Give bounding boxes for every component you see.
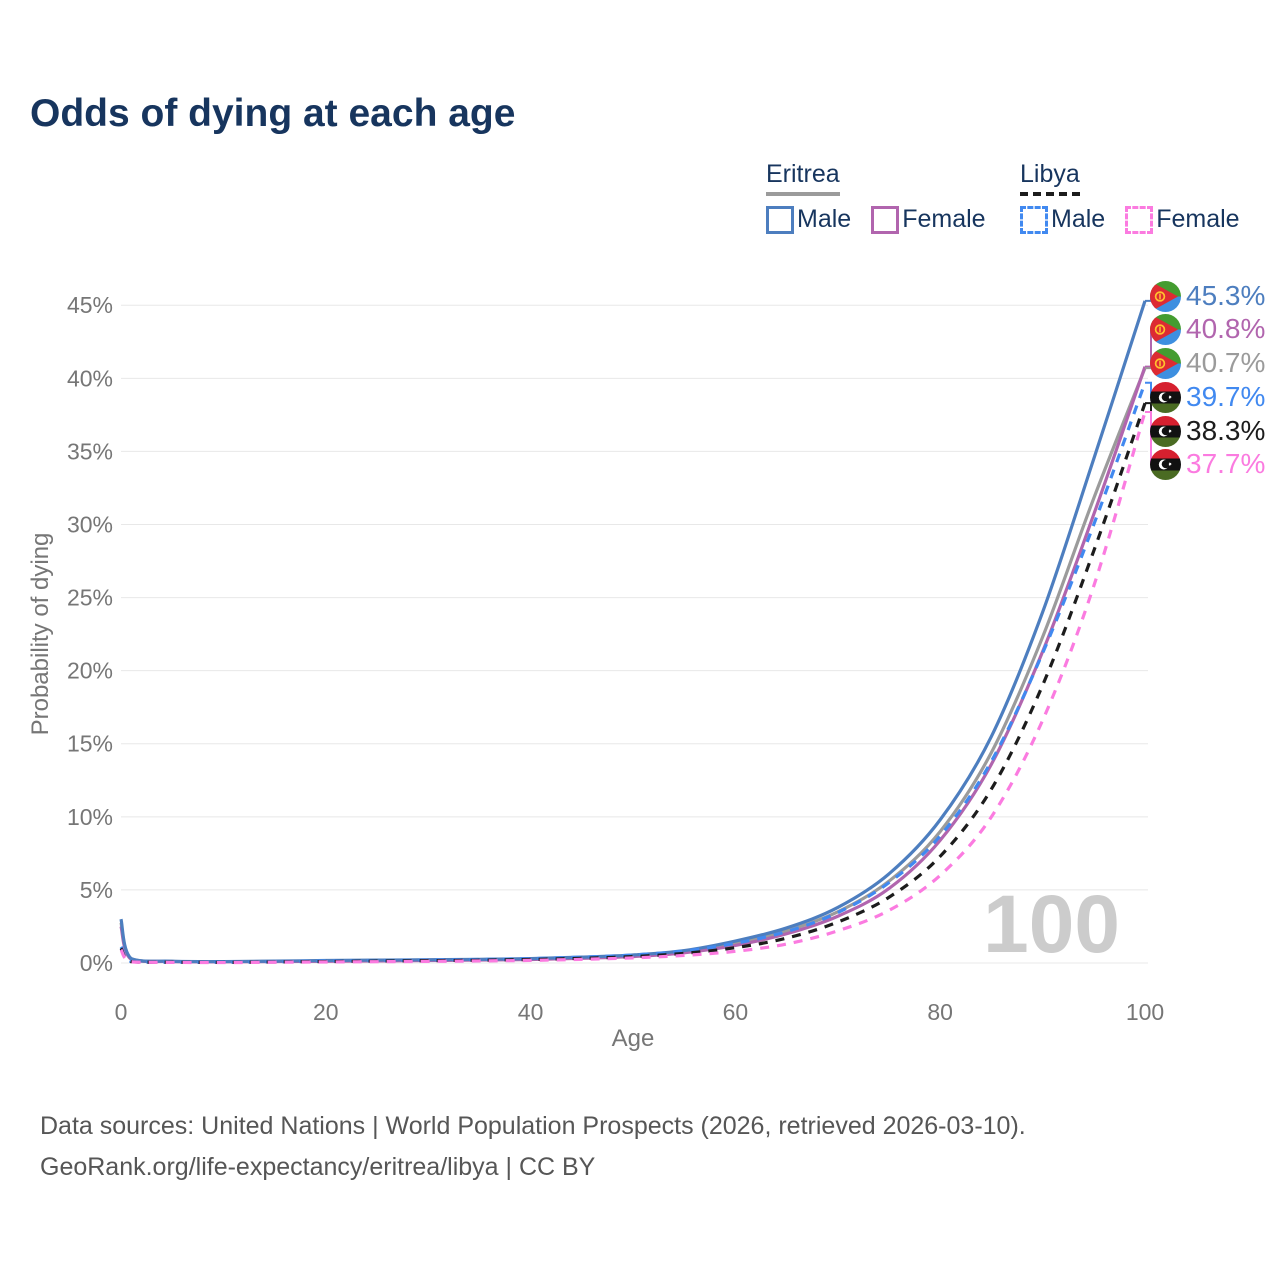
x-axis-ticks: 0 20 40 60 80 100: [115, 999, 1165, 1025]
x-tick-label: 100: [1126, 999, 1164, 1025]
legend-underline-eritrea: [766, 192, 840, 196]
x-tick-label: 0: [115, 999, 128, 1025]
eritrea-flag-icon: [1150, 313, 1181, 345]
y-tick-label: 40%: [67, 365, 113, 391]
end-label-value: 40.7%: [1186, 347, 1266, 378]
end-label-libya-male: 39.7%: [1150, 381, 1265, 413]
series-line-eritrea-male[interactable]: [119, 300, 1147, 964]
end-label-libya-female: 37.7%: [1150, 448, 1265, 480]
legend-swatch-libya-female: [1125, 205, 1154, 234]
series-line-eritrea-both-sexes[interactable]: [119, 367, 1147, 964]
y-tick-label: 5%: [80, 877, 113, 903]
legend-item-libya-female[interactable]: Female: [1125, 205, 1240, 234]
y-tick-label: 10%: [67, 804, 113, 830]
legend-item-eritrea-female[interactable]: Female: [871, 205, 986, 234]
x-axis-title: Age: [612, 1025, 655, 1052]
legend-label-eritrea-male: Male: [797, 205, 852, 233]
libya-flag-icon: [1150, 448, 1181, 480]
series-line-libya-male[interactable]: [119, 382, 1147, 964]
line-chart: 100 0% 5% 10% 15% 20% 25% 30% 35% 40% 45% 0 20 40 60…: [27, 292, 1165, 1052]
end-label-libya-both-sexes: 38.3%: [1150, 415, 1265, 447]
end-label-value: 45.3%: [1186, 280, 1266, 311]
end-label-value: 37.7%: [1186, 448, 1266, 479]
y-axis-ticks: 0% 5% 10% 15% 20% 25% 30% 35% 40% 45%: [67, 292, 113, 976]
legend-header-libya[interactable]: Libya: [1020, 160, 1080, 188]
x-tick-label: 20: [313, 999, 339, 1025]
gridlines: [121, 304, 1148, 964]
page-title: Odds of dying at each age: [30, 92, 516, 135]
eritrea-flag-icon: [1150, 280, 1181, 312]
legend-group-eritrea: Eritrea Male Female: [766, 160, 986, 234]
legend-label-libya-male: Male: [1051, 205, 1106, 233]
legend-swatch-eritrea-male: [766, 205, 794, 234]
legend-label-eritrea-female: Female: [902, 205, 986, 233]
y-tick-label: 25%: [67, 585, 113, 611]
end-label-eritrea-both-sexes: 40.7%: [1150, 347, 1265, 379]
age-counter-watermark: 100: [983, 879, 1120, 970]
y-tick-label: 45%: [67, 292, 113, 318]
y-tick-label: 30%: [67, 511, 113, 537]
y-tick-label: 0%: [80, 950, 113, 976]
y-tick-label: 15%: [67, 731, 113, 757]
x-tick-label: 60: [723, 999, 749, 1025]
footer: Data sources: United Nations | World Pop…: [40, 1106, 1026, 1188]
eritrea-flag-icon: [1150, 347, 1181, 379]
y-axis-title: Probability of dying: [27, 533, 54, 736]
legend-header-eritrea[interactable]: Eritrea: [766, 160, 840, 188]
end-label-value: 38.3%: [1186, 415, 1266, 446]
legend-swatch-eritrea-female: [871, 205, 900, 234]
end-label-value: 39.7%: [1186, 381, 1266, 412]
legend-label-libya-female: Female: [1156, 205, 1240, 233]
end-label-value: 40.8%: [1186, 313, 1266, 344]
y-tick-label: 35%: [67, 438, 113, 464]
libya-flag-icon: [1150, 415, 1181, 447]
end-label-eritrea-female: 40.8%: [1150, 313, 1265, 345]
legend-item-eritrea-male[interactable]: Male: [766, 205, 851, 234]
series-line-eritrea-female[interactable]: [119, 366, 1147, 964]
legend-group-libya: Libya Male Female: [1020, 160, 1240, 234]
legend-swatch-libya-male: [1020, 205, 1048, 234]
end-label-eritrea-male: 45.3%: [1150, 280, 1265, 312]
y-tick-label: 20%: [67, 658, 113, 684]
attribution-line: GeoRank.org/life-expectancy/eritrea/liby…: [40, 1153, 596, 1181]
libya-flag-icon: [1150, 381, 1181, 413]
legend-underline-libya: [1020, 192, 1080, 196]
data-sources-line: Data sources: United Nations | World Pop…: [40, 1112, 1026, 1140]
series-line-libya-female[interactable]: [119, 411, 1147, 965]
x-tick-label: 40: [518, 999, 544, 1025]
legend-item-libya-male[interactable]: Male: [1020, 205, 1105, 234]
x-tick-label: 80: [927, 999, 953, 1025]
series-lines: [119, 300, 1147, 965]
